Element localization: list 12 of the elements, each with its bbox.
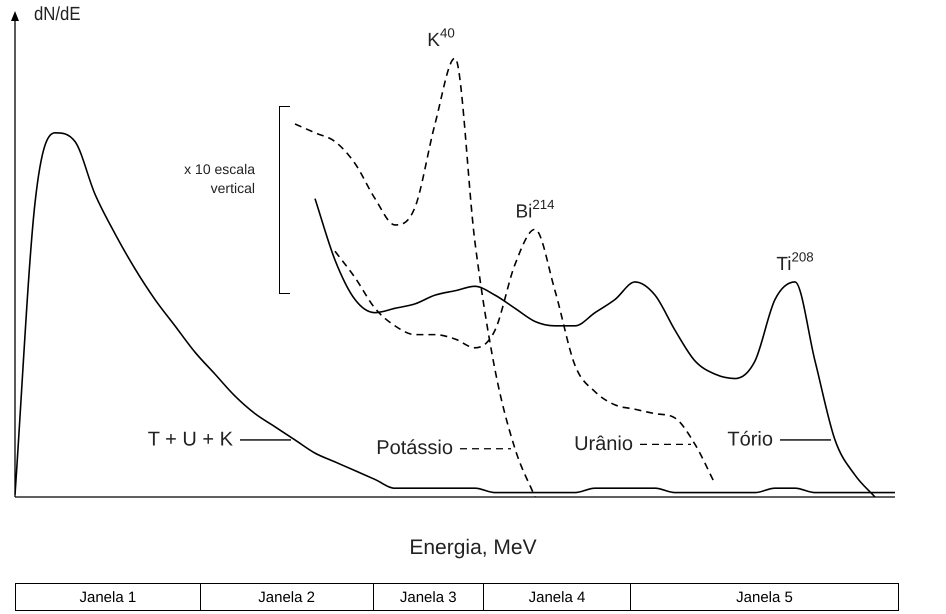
text: Janela 5 bbox=[630, 584, 898, 610]
annotation: x 10 escala vertical bbox=[183, 160, 255, 198]
text: Janela 3 bbox=[373, 584, 484, 610]
legend-label: Tório bbox=[727, 428, 773, 450]
legend-label: T + U + K bbox=[148, 428, 234, 450]
legend-label: Urânio bbox=[574, 432, 633, 455]
text: Janela 2 bbox=[200, 584, 374, 610]
legend-label: Potássio bbox=[376, 437, 453, 460]
y-axis-title: dN/dE bbox=[34, 4, 80, 26]
text: Janela 1 bbox=[16, 584, 200, 610]
x-axis-title: Energia, MeV bbox=[408, 536, 538, 560]
text: Janela 4 bbox=[483, 584, 630, 610]
